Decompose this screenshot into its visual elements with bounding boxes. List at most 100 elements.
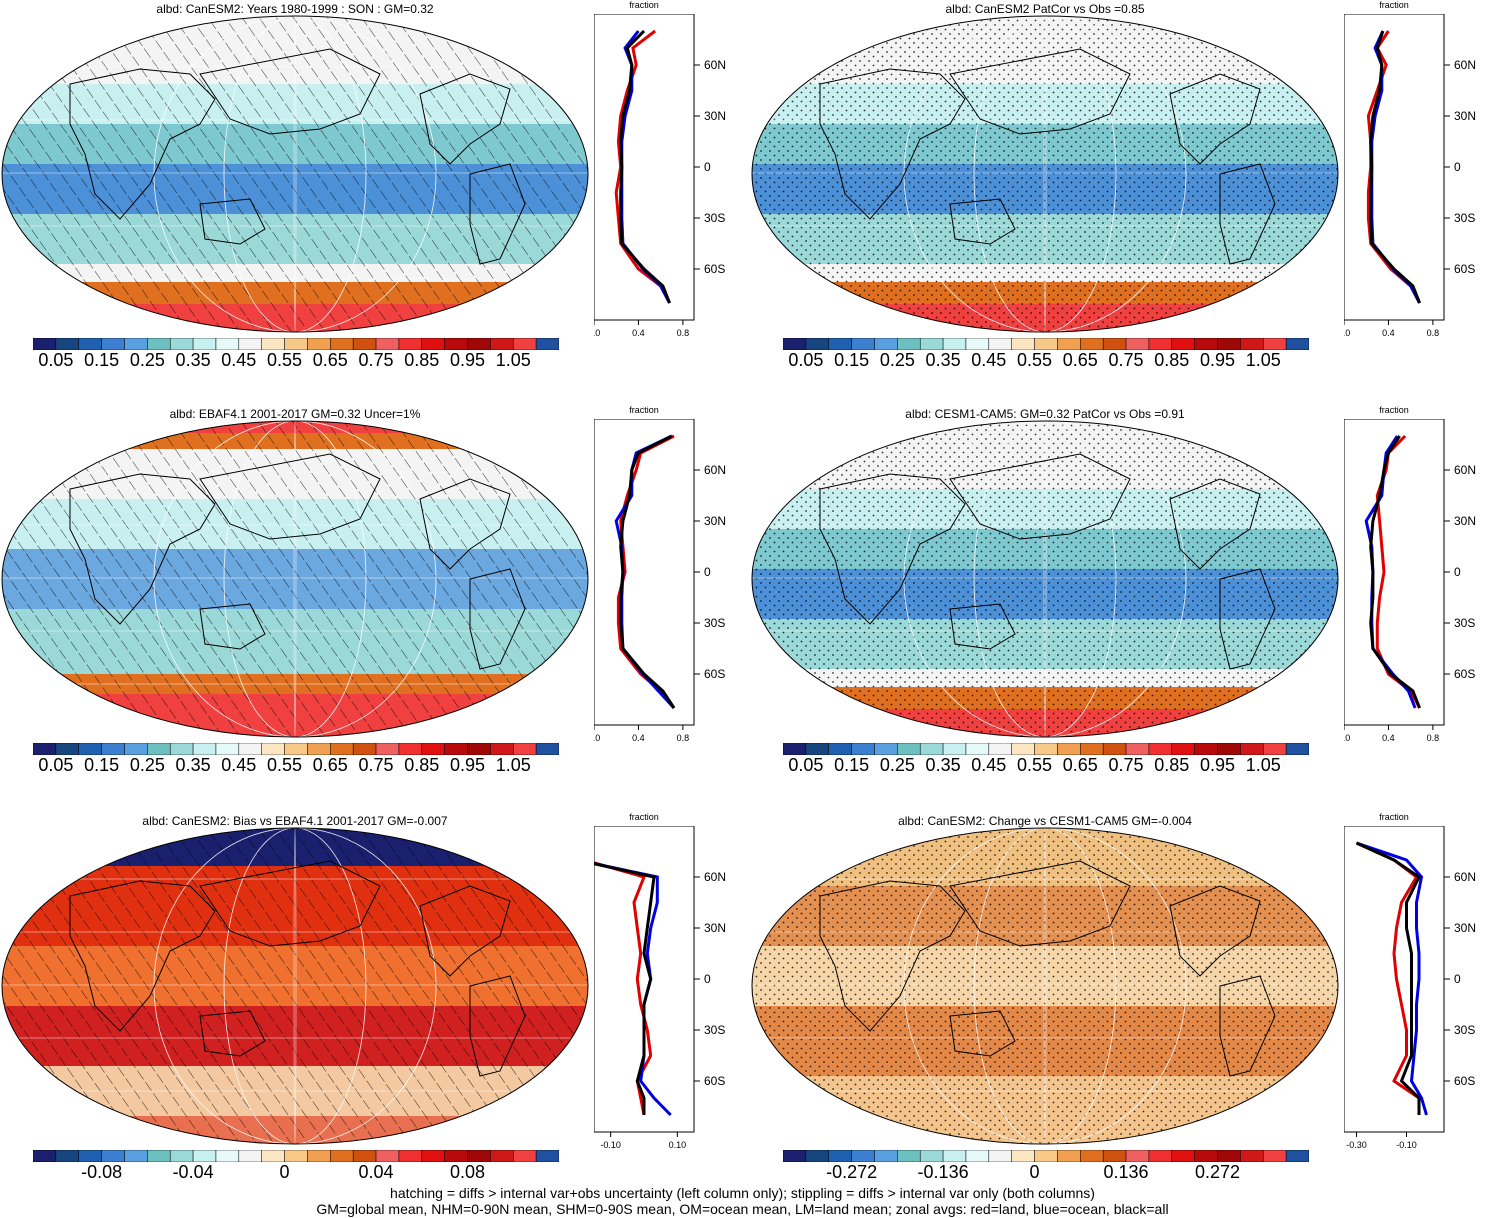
colorbar-label: 0.25	[129, 755, 165, 775]
colorbar-swatch	[1125, 1150, 1150, 1162]
colorbar-swatch	[398, 743, 423, 755]
colorbar-label: 0.05	[788, 350, 824, 370]
zonal-curve-ocean	[1370, 30, 1421, 304]
colorbar-swatch	[169, 1150, 194, 1162]
zonal-ytick: 30N	[704, 109, 726, 123]
zonal-profile: 60N 30N 0 30S 60S 0.0 0.4 0.8	[1344, 14, 1476, 338]
coastline	[1219, 163, 1276, 265]
colorbar-label: 0.95	[1199, 755, 1236, 775]
coastline	[199, 860, 381, 947]
zonal-xtick: 0.8	[677, 328, 690, 338]
zonal-title: fraction	[629, 405, 659, 415]
colorbar-label: 0.25	[129, 350, 165, 370]
colorbar-swatch	[1285, 743, 1309, 755]
colorbar-swatch	[805, 1150, 829, 1162]
coastline	[469, 568, 526, 670]
coastline	[1219, 568, 1276, 670]
coastline	[1219, 975, 1276, 1077]
colorbar-swatch	[897, 743, 921, 755]
colorbar-swatch	[513, 338, 537, 350]
coastline	[419, 885, 511, 977]
colorbar-swatch	[1263, 743, 1287, 755]
panel-canesm2-patcor: albd: CanESM2 PatCor vs Obs =0.85 0.05 0.1…	[750, 0, 1485, 375]
colorbar-swatch	[942, 338, 967, 350]
colorbar-label: 0.05	[38, 755, 74, 775]
colorbar-swatch	[330, 743, 354, 755]
colorbar-label: 0.15	[834, 350, 870, 370]
world-map	[1, 15, 589, 333]
zonal-title: fraction	[629, 812, 659, 822]
zonal-xtick: 0.8	[1427, 328, 1440, 338]
colorbar-label: 0.75	[358, 755, 394, 775]
zonal-xtick: 0.4	[632, 328, 645, 338]
colorbar-label: 0.15	[84, 755, 120, 775]
colorbar-label: 0.65	[312, 350, 348, 370]
colorbar-labels: -0.08 -0.04 0 0.04 0.08	[33, 1162, 559, 1184]
colorbar-swatch	[1011, 338, 1035, 350]
zonal-ytick: 60S	[1454, 262, 1475, 276]
coastline	[199, 603, 266, 650]
panel-canesm2-bias: albd: CanESM2: Bias vs EBAF4.1 2001-2017…	[0, 812, 735, 1187]
colorbar-swatch	[33, 743, 57, 755]
colorbar-swatch	[1240, 743, 1264, 755]
colorbar	[783, 1150, 1309, 1162]
colorbar-swatch	[828, 1150, 852, 1162]
colorbar-swatch	[375, 1150, 400, 1162]
coastline	[419, 478, 511, 570]
coastline	[469, 975, 526, 1077]
colorbar-label: -0.04	[172, 1162, 214, 1182]
colorbar-swatch	[124, 338, 148, 350]
colorbar-swatch	[124, 1150, 148, 1162]
coastline	[1169, 885, 1261, 977]
colorbar-swatch	[421, 338, 445, 350]
zonal-profile: 60N 30N 0 30S 60S -0.10 0.10	[594, 826, 726, 1150]
colorbar-swatch	[1102, 338, 1127, 350]
colorbar-swatch	[942, 743, 967, 755]
colorbar-swatch	[1285, 338, 1309, 350]
zonal-ytick: 0	[1454, 972, 1461, 986]
colorbar-swatch	[192, 743, 217, 755]
coastline	[1169, 73, 1261, 165]
zonal-ytick: 60N	[1454, 463, 1476, 477]
colorbar-label: 0.35	[175, 350, 211, 370]
colorbar-swatch	[398, 338, 423, 350]
zonal-title: fraction	[1379, 0, 1409, 10]
colorbar-swatch	[1148, 338, 1173, 350]
map-title: albd: CanESM2: Bias vs EBAF4.1 2001-2017…	[142, 814, 448, 828]
world-map	[751, 827, 1339, 1145]
zonal-curve-land	[616, 434, 676, 709]
colorbar-swatch	[147, 1150, 171, 1162]
zonal-ytick: 60N	[1454, 870, 1476, 884]
colorbar-label: 0.15	[834, 755, 870, 775]
colorbar-swatch	[284, 743, 308, 755]
zonal-ytick: 60S	[1454, 667, 1475, 681]
colorbar-swatch	[513, 743, 537, 755]
coastline	[949, 198, 1016, 245]
colorbar-swatch	[444, 338, 468, 350]
colorbar-swatch	[919, 1150, 944, 1162]
zonal-curve-ocean	[620, 30, 671, 304]
colorbar-label: 1.05	[495, 350, 531, 370]
zonal-ytick: 60S	[704, 262, 725, 276]
colorbar-swatch	[78, 1150, 102, 1162]
coastline	[199, 48, 381, 135]
colorbar-swatch	[1080, 743, 1104, 755]
colorbar-swatch	[1125, 338, 1150, 350]
panel-canesm2-change: albd: CanESM2: Change vs CESM1-CAM5 GM=-…	[750, 812, 1485, 1187]
zonal-ytick: 30N	[1454, 514, 1476, 528]
colorbar-swatch	[238, 1150, 262, 1162]
world-map	[1, 827, 589, 1145]
colorbar-swatch	[783, 1150, 807, 1162]
colorbar-swatch	[988, 743, 1012, 755]
colorbar-swatch	[192, 1150, 217, 1162]
colorbar-label: 0.55	[1017, 755, 1053, 775]
colorbar-swatch	[147, 338, 171, 350]
colorbar-swatch	[897, 1150, 921, 1162]
colorbar-swatch	[874, 1150, 898, 1162]
coastline	[419, 73, 511, 165]
colorbar-swatch	[1171, 743, 1195, 755]
zonal-ytick: 60N	[1454, 58, 1476, 72]
colorbar-swatch	[1102, 743, 1127, 755]
colorbar-swatch	[919, 338, 944, 350]
zonal-ytick: 0	[1454, 160, 1461, 174]
